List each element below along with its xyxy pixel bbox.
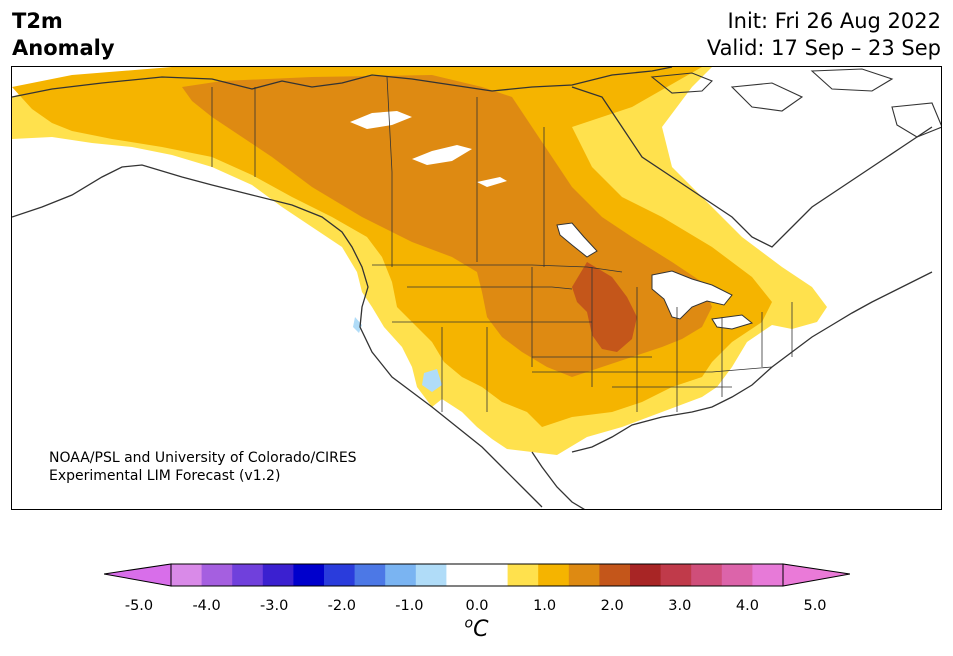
colorbar-tick-label: 2.0	[600, 598, 624, 614]
great-slave-lake	[350, 111, 412, 129]
init-date: Init: Fri 26 Aug 2022	[727, 9, 941, 33]
colorbar	[104, 563, 850, 587]
colorbar-cell	[446, 564, 478, 586]
valid-range: Valid: 17 Sep – 23 Sep	[706, 36, 941, 60]
colorbar-ticks: -5.0 -4.0 -3.0 -2.0 -1.0 0.0 1.0 2.0 3.0 4.0 5.0	[0, 598, 953, 618]
colorbar-cell	[385, 564, 417, 586]
colorbar-extend-high	[782, 563, 850, 587]
credit-line-1: NOAA/PSL and University of Colorado/CIRE…	[49, 450, 357, 466]
colorbar-tick-label: 3.0	[668, 598, 692, 614]
colorbar-cell	[691, 564, 723, 586]
colorbar-tick-label: -3.0	[260, 598, 289, 614]
title-line-2: Anomaly	[12, 36, 115, 60]
colorbar-tick-label: -4.0	[192, 598, 221, 614]
anomaly-region-neg-2	[353, 317, 362, 333]
anomaly-region-neg	[422, 369, 442, 392]
colorbar-cell	[232, 564, 264, 586]
title-line-1: T2m	[12, 9, 63, 33]
colorbar-cell	[630, 564, 662, 586]
colorbar-cell	[415, 564, 447, 586]
colorbar-cell	[262, 564, 294, 586]
lake-athabasca	[477, 177, 507, 187]
arctic-coast	[12, 67, 673, 98]
colorbar-cell	[354, 564, 386, 586]
colorbar-tick-label: 1.0	[533, 598, 557, 614]
colorbar-tick-label: 4.0	[735, 598, 759, 614]
colorbar-cell	[538, 564, 570, 586]
colorbar-cells	[171, 564, 784, 586]
unit-celsius: C	[473, 617, 489, 643]
colorbar-cell	[324, 564, 356, 586]
credit-text: NOAA/PSL and University of Colorado/CIRE…	[49, 449, 357, 485]
lake-winnipeg	[556, 222, 598, 258]
map-svg	[12, 67, 941, 509]
colorbar-extend-low	[104, 563, 172, 587]
forecast-dates: Init: Fri 26 Aug 2022 Valid: 17 Sep – 23…	[707, 8, 941, 62]
colorbar-cell	[201, 564, 233, 586]
anomaly-region-2-0	[572, 262, 637, 352]
colorbar-unit: oC	[0, 616, 953, 642]
political-borders	[211, 76, 793, 412]
colorbar-cell	[721, 564, 753, 586]
unit-degree: o	[464, 616, 474, 632]
colorbar-cell	[507, 564, 539, 586]
great-bear-lake	[412, 145, 472, 165]
map-title: T2m Anomaly	[12, 8, 115, 62]
colorbar-tick-label: -5.0	[124, 598, 154, 614]
coastline	[12, 164, 933, 509]
colorbar-frame	[170, 563, 784, 587]
colorbar-tick-label: -2.0	[327, 598, 356, 614]
credit-line-2: Experimental LIM Forecast (v1.2)	[49, 468, 281, 484]
colorbar-tick-label: 5.0	[803, 598, 827, 614]
hudson-bay-coast	[571, 86, 933, 248]
colorbar-cell	[477, 564, 509, 586]
colorbar-cell	[599, 564, 631, 586]
colorbar-cell	[752, 564, 784, 586]
colorbar-tick-label: 0.0	[465, 598, 489, 614]
anomaly-map	[11, 66, 942, 510]
colorbar-cell	[660, 564, 692, 586]
colorbar-cell	[568, 564, 600, 586]
colorbar-tick-label: -1.0	[395, 598, 424, 614]
arctic-islands	[650, 68, 941, 138]
colorbar-cell	[293, 564, 325, 586]
colorbar-cell	[171, 564, 203, 586]
